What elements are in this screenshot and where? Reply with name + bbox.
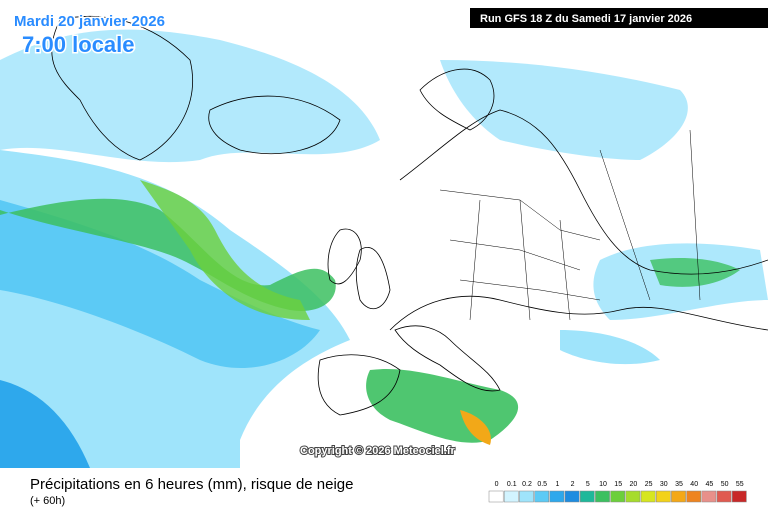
borders — [439, 129, 701, 321]
legend-label: 10 — [599, 481, 607, 488]
legend-label: 15 — [614, 481, 622, 488]
map-date: Mardi 20 janvier 2026 — [14, 13, 165, 30]
legend-swatch — [488, 490, 504, 503]
legend-label: 20 — [630, 481, 638, 488]
legend-label: 25 — [645, 481, 653, 488]
legend-label: 35 — [675, 481, 683, 488]
legend-label: 0 — [495, 481, 499, 488]
legend-swatch — [625, 490, 641, 503]
legend-label: 0.1 — [507, 481, 517, 488]
legend-swatch — [701, 490, 717, 503]
legend: 0 0.1 0.2 0.5 1 2 5 10 15 20 25 30 35 40 45 50 55 — [488, 481, 747, 503]
legend-swatch — [595, 490, 610, 503]
legend-swatch — [549, 490, 565, 503]
run-box — [470, 8, 768, 28]
legend-swatch — [686, 490, 702, 503]
legend-swatch — [731, 490, 747, 503]
legend-swatch — [671, 490, 686, 503]
legend-swatch — [519, 490, 534, 503]
legend-swatch — [655, 490, 671, 503]
legend-swatch — [716, 490, 732, 503]
legend-label: 0.5 — [537, 481, 547, 488]
legend-label: 30 — [660, 481, 668, 488]
legend-label: 40 — [690, 481, 698, 488]
run-label: Run GFS 18 Z du Samedi 17 janvier 2026 — [480, 13, 692, 25]
legend-label: 2 — [571, 481, 575, 488]
legend-label: 50 — [721, 481, 729, 488]
copyright: Copyright © 2026 Meteociel.fr — [300, 445, 456, 457]
footer — [0, 468, 768, 512]
footer-lead: (+ 60h) — [30, 495, 65, 507]
legend-label: 1 — [555, 481, 559, 488]
legend-swatch — [640, 490, 656, 503]
legend-label: 5 — [586, 481, 590, 488]
map-time: 7:00 locale — [22, 32, 135, 57]
legend-swatch — [579, 490, 595, 503]
legend-swatch — [534, 490, 550, 503]
coastlines — [51, 15, 768, 416]
precipitation-field — [0, 29, 768, 468]
legend-label: 45 — [706, 481, 714, 488]
legend-label: 55 — [736, 481, 744, 488]
legend-swatch — [610, 490, 626, 503]
footer-title: Précipitations en 6 heures (mm), risque … — [30, 476, 354, 493]
legend-swatch — [503, 490, 519, 503]
legend-swatch — [564, 490, 580, 503]
legend-label: 0.2 — [522, 481, 532, 488]
